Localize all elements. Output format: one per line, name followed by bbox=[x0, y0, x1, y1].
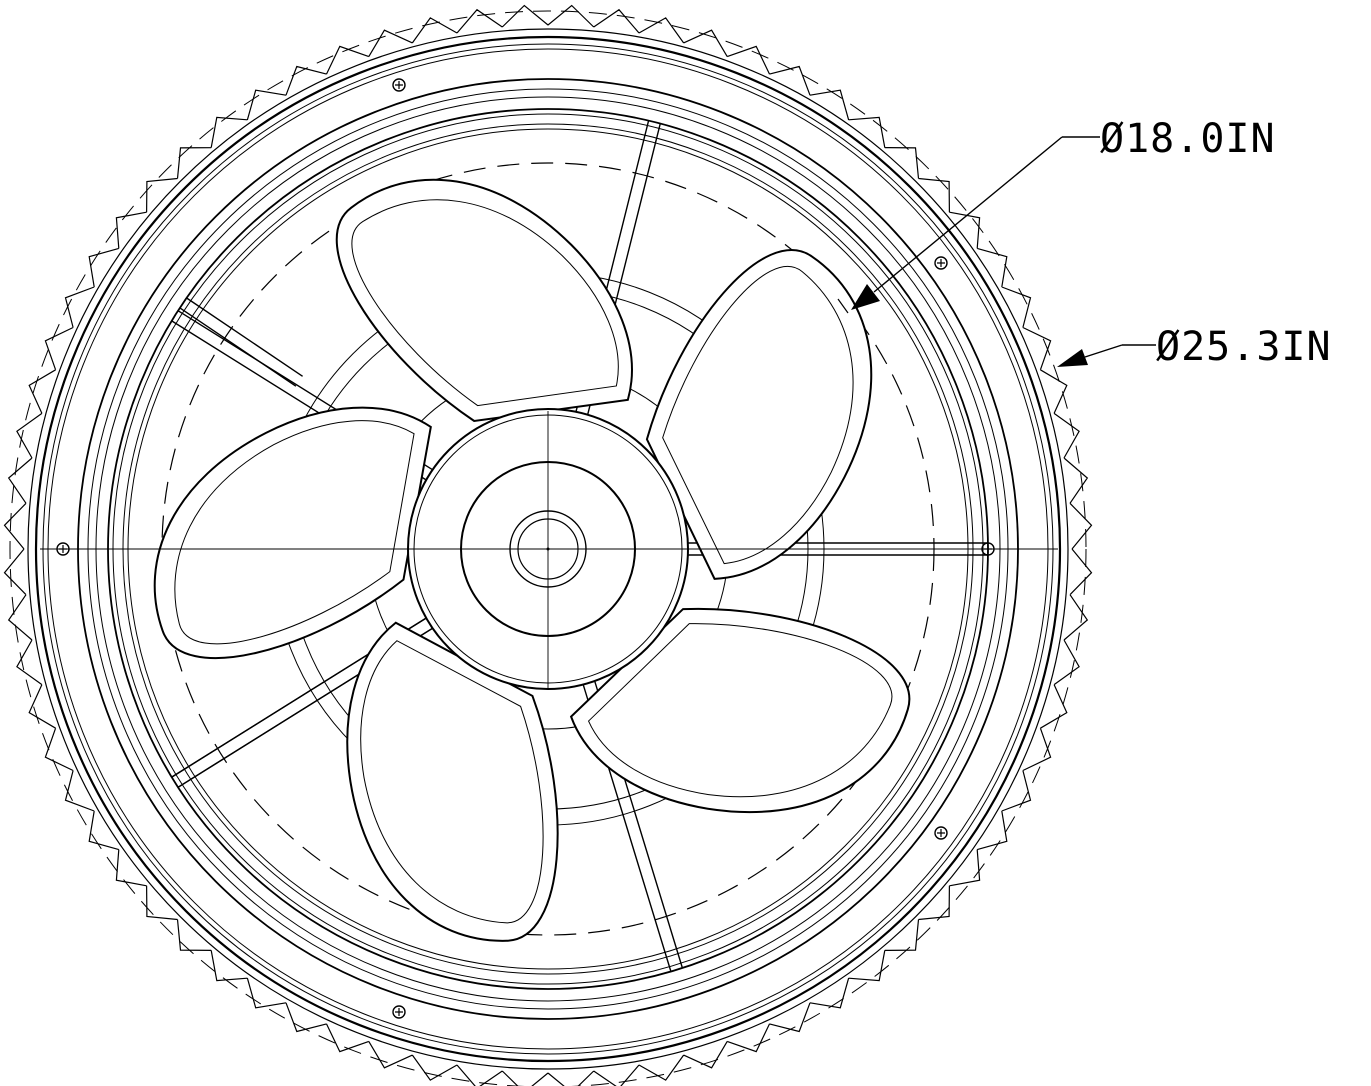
blade-inner-edge bbox=[174, 420, 415, 645]
fan-blades bbox=[153, 178, 911, 942]
mount-hole-cross bbox=[395, 81, 403, 89]
mount-hole bbox=[392, 78, 406, 92]
blade-outline bbox=[153, 406, 432, 660]
fan-blade bbox=[153, 406, 432, 660]
fan-blade bbox=[645, 249, 873, 580]
mount-hole-cross bbox=[937, 829, 945, 837]
mount-hole-cross bbox=[59, 545, 67, 553]
mount-hole bbox=[981, 542, 995, 556]
mount-hole bbox=[934, 256, 948, 270]
blade-inner-edge bbox=[662, 265, 854, 565]
center-lines bbox=[40, 411, 1058, 690]
mount-hole-cross bbox=[937, 259, 945, 267]
dimension-inner-diameter: Ø18.0IN bbox=[837, 116, 1276, 314]
mount-hole-cross bbox=[984, 545, 992, 553]
dimension-outer-diameter: Ø25.3IN bbox=[1057, 324, 1332, 370]
inner-dim-leader bbox=[873, 136, 1063, 293]
outer-dashed-circle bbox=[9, 10, 1087, 1086]
mount-hole bbox=[392, 1005, 406, 1019]
mount-holes bbox=[56, 78, 995, 1019]
guard-strut bbox=[179, 297, 303, 387]
outer-dim-label: Ø25.3IN bbox=[1156, 324, 1332, 370]
inner-dim-label: Ø18.0IN bbox=[1100, 116, 1276, 162]
fan-blade bbox=[569, 607, 911, 814]
housing-ring-outer bbox=[34, 35, 1062, 1063]
rim-teeth bbox=[3, 4, 1093, 1086]
inner-dim-tick bbox=[837, 298, 849, 314]
outer-dim-leader bbox=[1084, 344, 1123, 358]
fan-blade bbox=[346, 621, 559, 942]
blade-inner-edge bbox=[587, 623, 893, 798]
blade-inner-edge bbox=[360, 640, 544, 924]
mount-hole bbox=[56, 542, 70, 556]
mount-hole bbox=[934, 826, 948, 840]
blade-outline bbox=[569, 607, 911, 814]
serrated-outer-rim bbox=[3, 4, 1093, 1086]
fan-blade bbox=[335, 178, 633, 423]
mount-hole-cross bbox=[395, 1008, 403, 1016]
blade-inner-edge bbox=[351, 199, 619, 407]
rim-base-circle bbox=[27, 28, 1069, 1070]
blade-outline bbox=[346, 621, 559, 942]
blade-outline bbox=[645, 249, 873, 580]
outer-dim-arrowhead bbox=[1057, 349, 1088, 367]
blade-outline bbox=[335, 178, 633, 423]
inner-dim-arrowhead bbox=[851, 284, 880, 310]
